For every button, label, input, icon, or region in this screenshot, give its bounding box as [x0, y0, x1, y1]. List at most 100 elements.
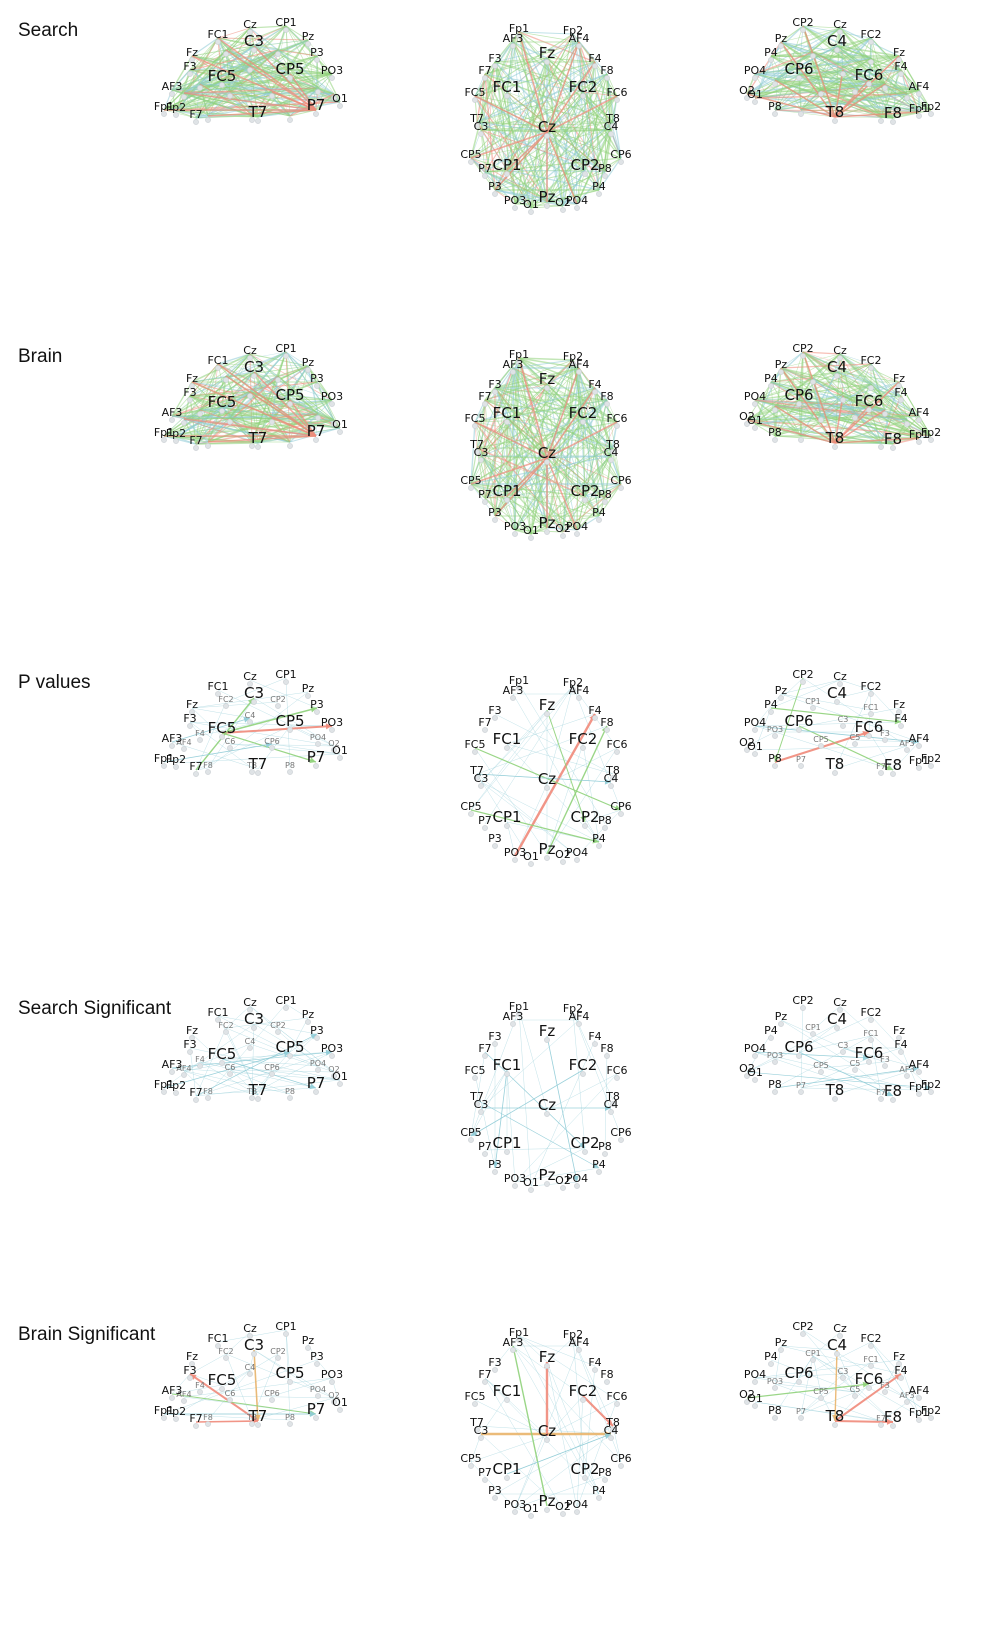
electrode-node [329, 727, 335, 733]
significant-edge [494, 1069, 508, 1169]
faint-edge [518, 1335, 548, 1363]
electrode-label: P8 [285, 1087, 295, 1096]
connection-edge [494, 387, 584, 419]
faint-edge [584, 809, 622, 823]
electrode-node [752, 727, 758, 733]
electrode-node [478, 1109, 484, 1115]
electrode-label: FC2 [569, 78, 598, 96]
electrode-node [618, 1137, 624, 1143]
connection-edge [484, 169, 586, 173]
connection-edge [880, 93, 908, 118]
connection-edge [582, 417, 600, 517]
electrode-label: CP1 [492, 156, 521, 174]
connection-edge [317, 87, 335, 95]
electrode-node [868, 1363, 874, 1369]
electrode-label: Fz [186, 1350, 198, 1363]
connection-edge [183, 49, 227, 94]
electrode-node [778, 1021, 784, 1027]
electrode-label: Fp1 [909, 428, 929, 441]
connection-edge [207, 65, 251, 117]
electrode-node [818, 417, 824, 423]
connection-edge [494, 383, 548, 389]
electrode-label: PO4 [744, 1368, 766, 1381]
faint-edge [546, 747, 618, 855]
figure-row: Brain FC1 Cz CP1 Pz P3 PO3 O1 Fz F3 AF3 Fp1 F7 Fp2 C3 C… [0, 326, 989, 652]
electrode-label: CP6 [610, 800, 631, 813]
connection-edge [868, 405, 932, 437]
connection-edge [754, 73, 932, 111]
faint-edge [518, 1009, 548, 1111]
electrode-label: F3 [183, 1364, 196, 1377]
connection-edge [506, 169, 600, 191]
faint-edge [774, 731, 894, 771]
significant-edge [189, 1373, 259, 1422]
electrode-label: Fp1 [509, 348, 529, 361]
faint-edge [746, 1023, 838, 1073]
electrode-label: F7 [478, 390, 491, 403]
connection-edge [770, 51, 814, 57]
electrode-label: T8 [246, 761, 257, 770]
faint-edge [476, 1425, 612, 1435]
electrode-label: PO4 [566, 846, 588, 859]
electrode-label: Cz [538, 770, 556, 788]
electrode-node [898, 723, 904, 729]
electrode-label: P7 [307, 1400, 326, 1418]
connection-edge [530, 483, 622, 535]
connection-edge [484, 495, 586, 499]
electrode-label: T8 [605, 764, 620, 777]
electrode-node [618, 811, 624, 817]
connection-edge [484, 447, 614, 499]
connection-edge [251, 427, 341, 443]
electrode-label: F7 [478, 1368, 491, 1381]
connection-edge [518, 31, 618, 97]
connection-edge [285, 25, 341, 103]
faint-edge [798, 1035, 872, 1053]
electrode-node [474, 1427, 480, 1433]
electrode-label: T7 [469, 764, 484, 777]
connection-edge [277, 49, 318, 57]
electrode-node [275, 1355, 281, 1361]
electrode-node [796, 1053, 802, 1059]
electrode-node [580, 93, 586, 99]
electrode-label: CP1 [805, 1349, 821, 1358]
electrode-node [896, 383, 902, 389]
electrode-node [772, 1089, 778, 1095]
faint-edge [207, 1369, 251, 1421]
node-group [161, 1331, 343, 1429]
electrode-node [810, 1357, 816, 1363]
electrode-node [287, 1053, 293, 1059]
connection-edge [518, 31, 574, 35]
faint-edge [470, 1051, 486, 1137]
connection-edge [754, 41, 782, 99]
electrode-label: AF4 [176, 1064, 191, 1073]
electrode-node [329, 401, 335, 407]
faint-edge [780, 679, 841, 695]
connection-edge [175, 91, 231, 112]
connection-edge [494, 33, 574, 191]
electrode-label: O2 [739, 736, 755, 749]
electrode-node [868, 365, 874, 371]
electrode-label: Cz [243, 344, 257, 357]
strong-edge [470, 457, 548, 485]
faint-edge [780, 1019, 856, 1067]
electrode-label: CP2 [792, 668, 813, 681]
faint-edge [514, 1167, 600, 1183]
electrode-node [247, 67, 253, 73]
electrode-node [904, 1073, 910, 1079]
connection-edge [494, 387, 578, 531]
connection-edge [271, 87, 319, 93]
connection-edge [476, 73, 486, 123]
electrode-label: F3 [183, 60, 196, 73]
electrode-label: CP5 [275, 1364, 304, 1382]
electrode-node [504, 1149, 510, 1155]
connection-edge [163, 435, 197, 445]
connection-edge [183, 92, 335, 95]
electrode-label: P4 [764, 698, 778, 711]
electrode-node [576, 1021, 582, 1027]
electrode-node [602, 173, 608, 179]
electrode-node [468, 485, 474, 491]
electrode-label: PO3 [504, 846, 526, 859]
